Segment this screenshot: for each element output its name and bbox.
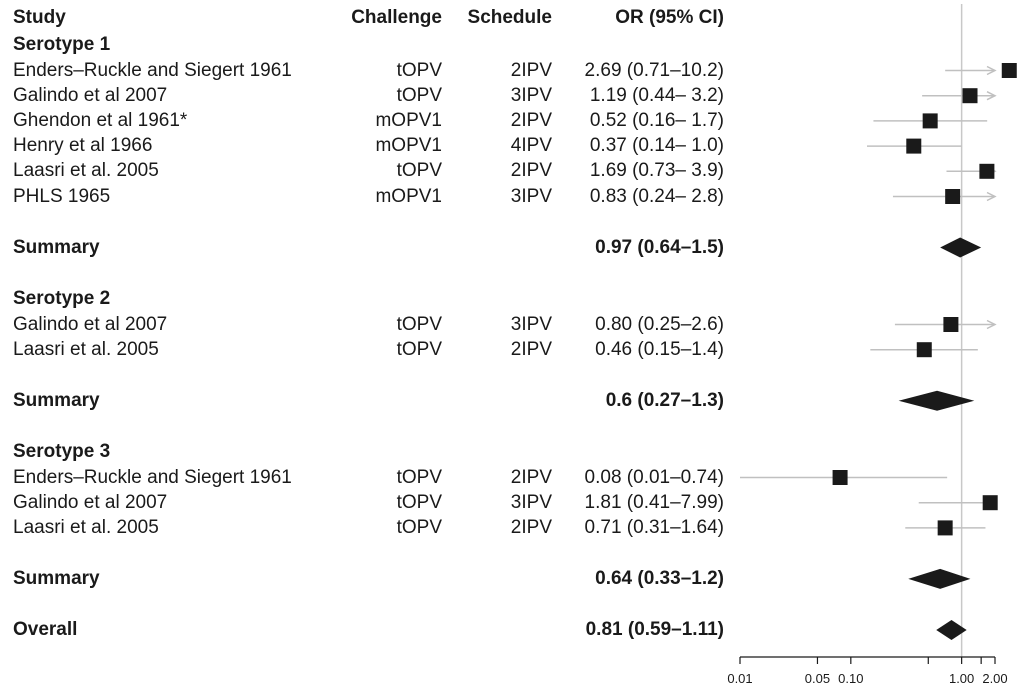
group-title-2: Serotype 2 xyxy=(13,288,111,309)
g1-study-4-challenge: mOPV1 xyxy=(375,135,442,157)
g1-study-4-schedule: 4IPV xyxy=(510,135,552,157)
g1-study-5-schedule: 2IPV xyxy=(510,160,552,182)
g3-summary-label: Summary xyxy=(13,567,100,589)
g1-study-1-or: 2.69 (0.71–10.2) xyxy=(584,59,724,81)
g1-study-1-name: Enders–Ruckle and Siegert 1961 xyxy=(13,59,292,81)
g2-study-2-name: Laasri et al. 2005 xyxy=(13,338,159,360)
g3-study-1-schedule: 2IPV xyxy=(510,466,552,488)
g3-summary-diamond xyxy=(908,568,971,589)
g2-study-1-name: Galindo et al 2007 xyxy=(13,313,168,335)
g3-study-3-challenge: tOPV xyxy=(396,516,442,538)
g1-study-1-point xyxy=(1001,63,1017,78)
g3-study-1-or: 0.08 (0.01–0.74) xyxy=(584,466,724,488)
overall-label: Overall xyxy=(13,619,78,640)
g1-study-1-challenge: tOPV xyxy=(396,59,442,81)
g2-summary-label: Summary xyxy=(13,389,100,411)
g3-study-1-point xyxy=(832,470,848,485)
g3-study-3-schedule: 2IPV xyxy=(510,516,552,538)
g1-summary-or: 0.97 (0.64–1.5) xyxy=(595,236,724,258)
g1-study-6-name: PHLS 1965 xyxy=(13,185,111,207)
x-tick-label: 1.00 xyxy=(949,671,974,686)
g1-study-2-or: 1.19 (0.44– 3.2) xyxy=(589,84,724,106)
g2-summary-diamond xyxy=(898,390,975,411)
g1-study-6-challenge: mOPV1 xyxy=(375,185,442,207)
g3-study-3-point xyxy=(937,520,953,536)
x-tick-label: 0.05 xyxy=(805,671,830,686)
header-challenge: Challenge xyxy=(351,7,442,28)
g1-study-2-point xyxy=(962,88,978,104)
g1-study-2-challenge: tOPV xyxy=(396,84,442,106)
g2-study-2-schedule: 2IPV xyxy=(510,338,552,360)
x-tick-label: 0.01 xyxy=(727,671,752,686)
g1-study-3-name: Ghendon et al 1961* xyxy=(13,109,188,131)
g2-study-1-point xyxy=(943,317,959,332)
g1-study-3-challenge: mOPV1 xyxy=(375,109,442,131)
g1-study-5-or: 1.69 (0.73– 3.9) xyxy=(589,160,724,182)
overall-diamond xyxy=(936,620,967,640)
g2-summary-or: 0.6 (0.27–1.3) xyxy=(605,389,724,411)
g3-study-2-schedule: 3IPV xyxy=(510,491,552,513)
g2-study-2-point xyxy=(916,342,932,358)
g1-study-4-name: Henry et al 1966 xyxy=(13,135,153,157)
g1-study-5-name: Laasri et al. 2005 xyxy=(13,160,159,182)
g1-study-1-ci-arrow xyxy=(986,65,997,76)
g1-summary-diamond xyxy=(940,237,982,258)
g1-study-3-point xyxy=(922,113,938,129)
g3-study-2-point xyxy=(982,495,998,511)
g3-study-2-name: Galindo et al 2007 xyxy=(13,491,168,513)
g3-study-1-challenge: tOPV xyxy=(396,466,442,488)
group-title-3: Serotype 3 xyxy=(13,441,111,462)
g2-study-1-ci-arrow xyxy=(986,319,997,330)
g3-study-3-name: Laasri et al. 2005 xyxy=(13,516,159,538)
g2-study-1-challenge: tOPV xyxy=(396,313,442,335)
g3-summary-or: 0.64 (0.33–1.2) xyxy=(595,567,724,589)
group-title-1: Serotype 1 xyxy=(13,34,111,55)
header-study: Study xyxy=(13,7,66,28)
x-tick-label: 0.10 xyxy=(838,671,863,686)
g1-study-5-point xyxy=(979,163,995,179)
g1-study-5-challenge: tOPV xyxy=(396,160,442,182)
g1-study-2-name: Galindo et al 2007 xyxy=(13,84,168,106)
x-tick-label: 2.00 xyxy=(982,671,1007,686)
g3-study-2-challenge: tOPV xyxy=(396,491,442,513)
g1-study-2-schedule: 3IPV xyxy=(510,84,552,106)
g1-study-4-or: 0.37 (0.14– 1.0) xyxy=(589,135,724,157)
g1-summary-label: Summary xyxy=(13,236,100,258)
g1-study-3-schedule: 2IPV xyxy=(510,109,552,131)
g2-study-2-or: 0.46 (0.15–1.4) xyxy=(595,338,724,360)
g1-study-3-or: 0.52 (0.16– 1.7) xyxy=(589,109,724,131)
g3-study-1-name: Enders–Ruckle and Siegert 1961 xyxy=(13,466,292,488)
g3-study-3-or: 0.71 (0.31–1.64) xyxy=(584,516,724,538)
overall-or: 0.81 (0.59–1.11) xyxy=(585,619,724,640)
g2-study-2-challenge: tOPV xyxy=(396,338,442,360)
g1-study-1-schedule: 2IPV xyxy=(510,59,552,81)
header-schedule: Schedule xyxy=(467,7,552,28)
g1-study-6-point xyxy=(945,189,961,204)
g1-study-4-point xyxy=(906,138,922,154)
g2-study-1-or: 0.80 (0.25–2.6) xyxy=(595,313,724,335)
g2-study-1-schedule: 3IPV xyxy=(510,313,552,335)
header-or: OR (95% CI) xyxy=(615,7,724,28)
g1-study-6-or: 0.83 (0.24– 2.8) xyxy=(589,185,724,207)
g1-study-6-ci-arrow xyxy=(986,191,997,202)
g3-study-2-or: 1.81 (0.41–7.99) xyxy=(584,491,724,513)
g1-study-2-ci-arrow xyxy=(986,91,997,101)
g1-study-6-schedule: 3IPV xyxy=(510,185,552,207)
